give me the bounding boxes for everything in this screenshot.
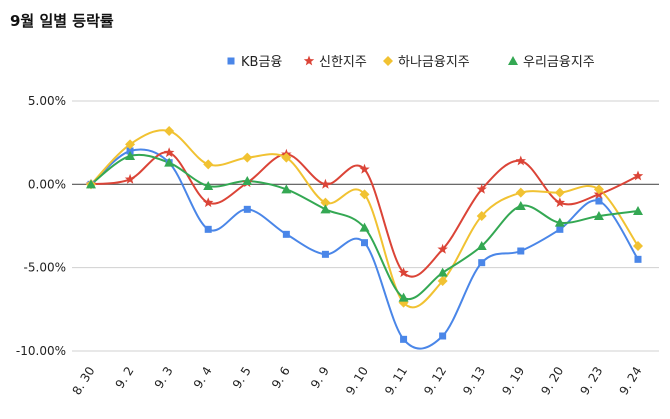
data-point-series-3 xyxy=(359,189,370,200)
y-tick-label: -10.00% xyxy=(16,344,66,358)
x-tick-label: 9. 20 xyxy=(538,364,566,397)
data-point-series-2 xyxy=(554,197,566,208)
data-point-series-4 xyxy=(633,206,643,215)
data-point-series-3 xyxy=(242,152,253,163)
data-point-series-3 xyxy=(281,152,292,163)
data-point-series-2 xyxy=(124,173,136,184)
series-line-1 xyxy=(90,148,639,350)
x-tick-label: 9. 12 xyxy=(421,364,449,397)
data-point-series-4 xyxy=(476,241,487,250)
legend-marker-2 xyxy=(303,55,315,66)
x-tick-label: 9. 23 xyxy=(577,364,605,397)
data-point-series-3 xyxy=(203,159,214,170)
y-tick-label: 0.00% xyxy=(28,177,66,191)
chart-title: 9월 일별 등락률 xyxy=(10,12,114,30)
data-point-series-3 xyxy=(476,211,487,221)
x-tick-label: 9. 2 xyxy=(113,364,137,391)
x-tick-label: 9. 9 xyxy=(308,364,332,391)
data-point-series-4 xyxy=(320,204,331,214)
data-point-series-1 xyxy=(400,335,408,343)
data-point-series-2 xyxy=(398,267,409,278)
x-tick-label: 9. 11 xyxy=(382,364,410,397)
data-point-series-2 xyxy=(320,178,331,189)
data-point-series-4 xyxy=(437,267,448,277)
data-point-series-4 xyxy=(164,157,175,167)
data-point-series-3 xyxy=(515,187,526,198)
legend: KB금융 신한지주 하나금융지주 우리금융지주 xyxy=(227,55,595,70)
data-point-series-4 xyxy=(86,179,96,189)
x-tick-label: 9. 10 xyxy=(343,364,371,397)
data-point-series-2 xyxy=(632,170,644,181)
data-point-series-2 xyxy=(163,147,175,158)
legend-label-1: KB금융 xyxy=(241,55,282,70)
data-point-series-1 xyxy=(634,255,642,263)
data-point-series-1 xyxy=(556,225,564,233)
data-point-series-2 xyxy=(203,197,214,208)
data-point-series-3 xyxy=(125,139,136,150)
data-point-series-3 xyxy=(633,241,643,251)
series-markers xyxy=(85,126,644,343)
data-point-series-4 xyxy=(281,184,292,194)
legend-marker-1 xyxy=(227,57,235,65)
x-tick-label: 9. 6 xyxy=(269,364,293,391)
x-axis-ticks: 8. 30 9. 2 9. 3 9. 4 9. 5 9. 6 9. 9 9. 10 9. 11 9… xyxy=(69,364,644,397)
data-point-series-4 xyxy=(359,222,370,232)
data-point-series-1 xyxy=(517,247,525,255)
x-tick-label: 9. 4 xyxy=(191,364,215,391)
data-point-series-1 xyxy=(243,205,251,213)
data-point-series-1 xyxy=(478,259,486,267)
data-point-series-1 xyxy=(321,250,329,258)
x-tick-label: 9. 19 xyxy=(499,364,527,397)
data-point-series-3 xyxy=(320,197,331,208)
data-point-series-2 xyxy=(515,155,526,166)
legend-marker-3 xyxy=(383,56,393,66)
legend-label-3: 하나금융지주 xyxy=(398,55,470,70)
data-point-series-1 xyxy=(361,239,368,247)
legend-label-2: 신한지주 xyxy=(319,55,367,70)
data-point-series-3 xyxy=(554,187,565,198)
data-point-series-4 xyxy=(515,201,526,210)
data-point-series-2 xyxy=(476,183,487,194)
gridlines xyxy=(72,100,659,352)
y-tick-label: -5.00% xyxy=(24,261,66,275)
data-point-series-1 xyxy=(439,332,447,340)
y-axis-ticks: 5.00% 0.00% -5.00% -10.00% xyxy=(16,94,66,358)
data-point-series-3 xyxy=(593,184,604,195)
data-point-series-4 xyxy=(554,217,565,227)
y-tick-label: 5.00% xyxy=(28,94,66,108)
legend-marker-4 xyxy=(508,56,518,65)
legend-label-4: 우리금융지주 xyxy=(523,55,595,70)
data-point-series-4 xyxy=(125,151,136,160)
x-tick-label: 8. 30 xyxy=(69,364,97,397)
data-point-series-1 xyxy=(282,230,290,238)
data-point-series-2 xyxy=(437,243,448,254)
data-point-series-3 xyxy=(437,276,448,286)
data-point-series-1 xyxy=(595,197,603,205)
data-point-series-4 xyxy=(203,181,214,190)
data-point-series-4 xyxy=(593,211,604,220)
data-point-series-4 xyxy=(242,176,253,185)
series-line-3 xyxy=(90,129,639,309)
x-tick-label: 9. 24 xyxy=(616,364,644,397)
x-tick-label: 9. 3 xyxy=(152,364,176,391)
data-point-series-4 xyxy=(398,292,409,302)
data-point-series-1 xyxy=(204,225,212,233)
x-tick-label: 9. 5 xyxy=(230,364,254,391)
data-point-series-2 xyxy=(359,163,370,174)
x-tick-label: 9. 13 xyxy=(460,364,488,397)
data-point-series-3 xyxy=(164,126,175,136)
